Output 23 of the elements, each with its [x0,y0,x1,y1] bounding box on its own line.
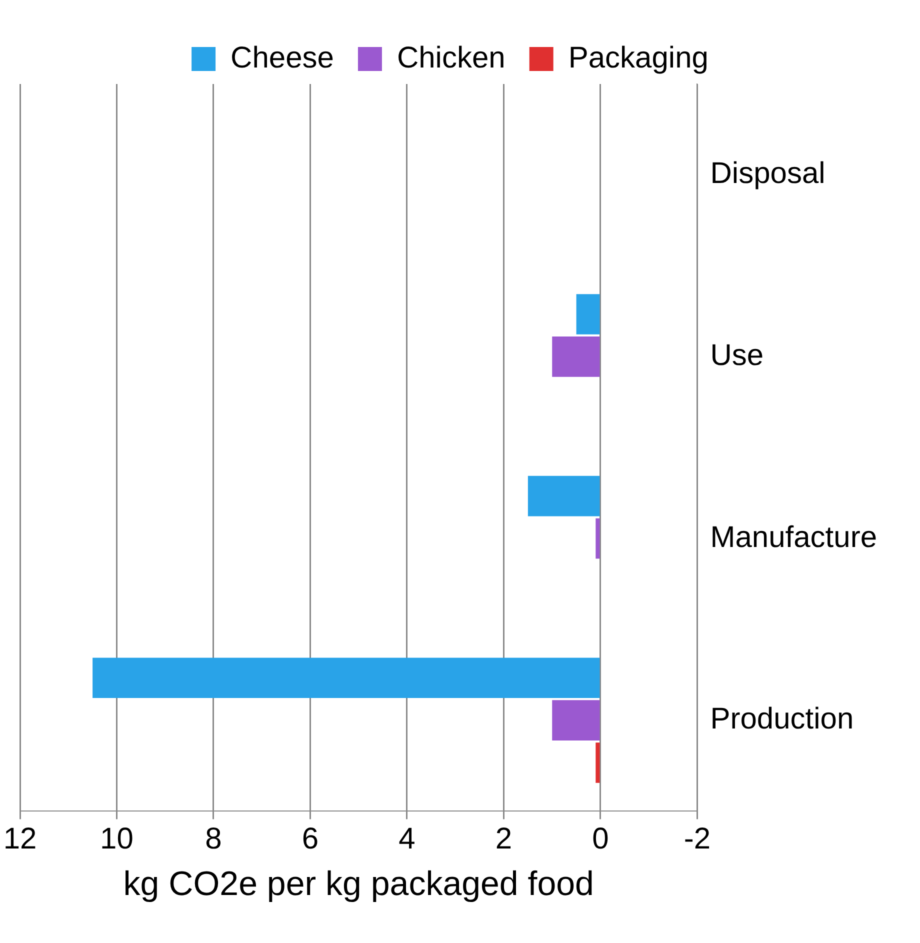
y-tick-label: Use [710,338,764,372]
x-tick-label: 8 [205,822,222,856]
bar [576,294,600,334]
x-tick-label: 2 [495,822,512,856]
bar [528,476,600,516]
x-tick-label: -2 [684,822,711,856]
bar [596,742,600,783]
y-tick-label: Manufacture [710,520,878,554]
x-axis-title: kg CO2e per kg packaged food [123,864,594,903]
legend-label: Packaging [568,41,708,74]
x-tick-label: 10 [100,822,134,856]
y-tick-label: Disposal [710,157,826,190]
bar [92,658,600,698]
x-tick-label: 6 [302,822,319,856]
y-tick-label: Production [710,702,854,736]
bar [596,518,600,559]
x-tick-label: 0 [592,822,609,856]
legend-label: Cheese [230,41,334,74]
x-tick-label: 12 [3,822,37,856]
legend-label: Chicken [396,41,506,74]
x-tick-label: 4 [398,822,416,856]
bar [552,700,600,740]
bar [552,336,600,377]
